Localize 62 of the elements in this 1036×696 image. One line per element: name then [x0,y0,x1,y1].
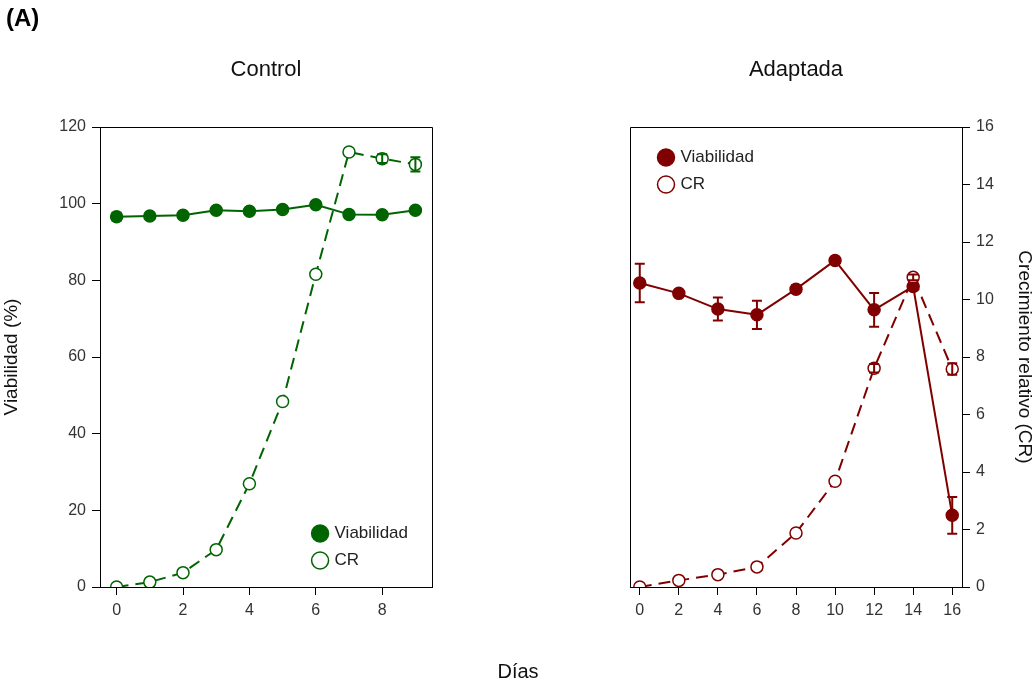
x-tick-label: 14 [904,601,923,619]
y-tick-label: 40 [68,424,87,442]
y2-tick-label: 14 [976,174,994,192]
x-tick-label: 2 [178,601,188,619]
y2-tick-label: 6 [976,404,985,422]
point [342,207,356,222]
legend-label: Viabilidad [334,523,409,543]
point [342,145,356,159]
legend-label: Viabilidad [680,147,754,167]
point [408,203,423,217]
y2-tick-label: 4 [976,462,985,480]
x-tick-label: 6 [311,601,321,619]
x-tick-label: 8 [791,601,801,619]
chart-title: Control [229,56,303,82]
chart-title: Adaptada [747,56,845,82]
legend-label: CR [680,174,706,194]
x-tick-label: 4 [713,601,723,619]
y-tick-label: 0 [77,577,87,595]
x-tick-label: 10 [826,601,845,619]
y-axis-title: Viabilidad (%) [0,298,21,416]
point [750,560,764,574]
point [309,267,323,281]
y-tick-label: 100 [59,194,87,212]
x-tick-label: 4 [244,601,254,619]
point [176,208,190,222]
point [828,474,842,488]
point [275,394,290,409]
point [209,542,223,557]
y2-tick-label: 12 [976,232,994,250]
point [143,209,157,223]
point [309,198,323,212]
text: (A) [6,4,40,32]
y2-tick-label: 8 [976,347,985,365]
y2-tick-label: 0 [976,577,985,595]
x-tick-label: 2 [674,601,684,619]
legend-label: CR [334,550,360,570]
point [242,204,257,219]
point [789,526,803,540]
point [275,202,290,217]
x-tick-label: 16 [943,601,962,619]
x-tick-label: 6 [752,601,762,619]
y2-tick-label: 2 [976,519,985,537]
point [672,573,686,587]
y-tick-label: 80 [68,270,87,288]
x-axis-title: Días [496,660,540,683]
y-tick-label: 20 [68,500,87,518]
y-tick-label: 60 [68,347,87,365]
y2-tick-label: 16 [976,117,994,135]
y2-tick-label: 10 [976,289,994,307]
point [828,253,842,268]
point [176,565,190,580]
point [711,567,725,582]
x-tick-label: 12 [865,601,884,619]
x-tick-label: 0 [112,601,122,619]
x-tick-label: 0 [635,601,645,619]
y-tick-label: 120 [59,117,87,135]
y2-axis-title: Crecimiento relativo (CR) [1015,250,1036,464]
point [242,477,257,491]
point [143,575,157,587]
point [375,208,389,222]
point [209,203,223,217]
x-tick-label: 8 [377,601,387,619]
